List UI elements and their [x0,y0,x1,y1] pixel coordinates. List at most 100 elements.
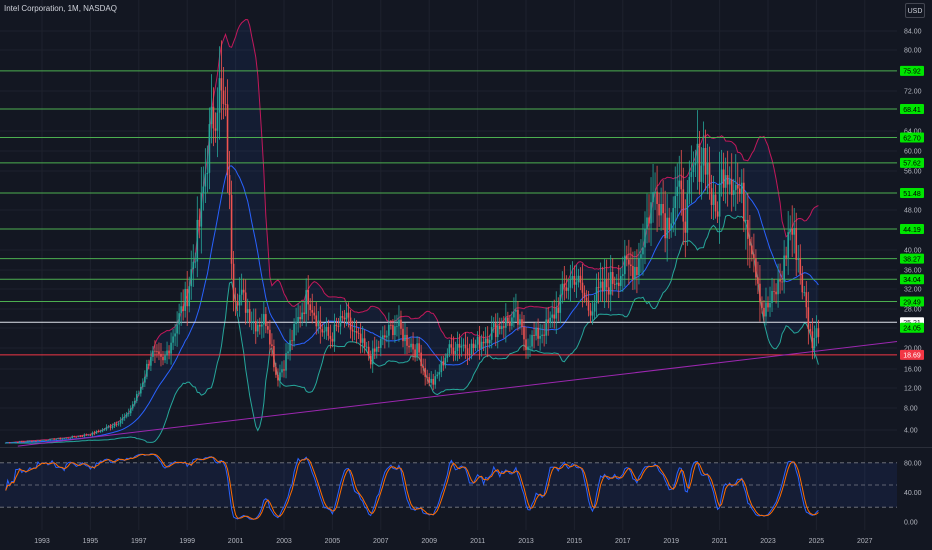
candle [396,314,398,337]
candle [501,317,503,335]
price-tick-label: 48.00 [904,208,922,215]
candle [597,272,600,304]
candle-body [190,269,193,287]
candle-body [488,339,491,344]
candle [333,313,336,352]
candle [480,334,483,357]
price-tick-label: 64.00 [904,129,922,136]
candle-body [785,255,787,258]
candle-body [12,442,15,444]
candle [97,429,100,433]
candle-body [531,334,533,347]
candle [115,421,118,427]
candle [406,326,408,355]
candle-body [680,180,683,190]
candle [537,318,539,346]
candle [327,319,330,341]
candle [654,172,656,210]
candle [49,438,51,441]
candle-body [517,309,519,325]
candle-body [283,369,285,371]
candle [811,318,814,360]
candle [456,331,459,362]
candle [565,275,568,299]
candle-body [652,192,654,203]
candle [523,315,525,351]
candle-body [615,282,618,285]
candle [809,323,812,335]
candle [628,239,630,285]
candle-body [170,342,172,354]
candle-body [228,175,231,196]
candle-body [263,314,265,325]
candle [759,265,761,322]
candle-body [101,429,104,432]
candle-body [317,320,320,327]
candle [732,178,735,207]
candle-body [214,128,217,131]
candle-body [256,324,259,332]
candle [603,259,606,309]
candle [761,296,763,314]
candle-body [412,343,414,350]
candle-body [593,303,596,312]
candle-body [236,302,239,306]
candle [795,212,798,277]
last-close-tag: 24.05 [900,322,924,333]
candle [745,193,747,250]
candle [466,336,469,366]
candle [630,247,632,277]
candle-body [107,426,110,428]
candle-body [135,393,138,401]
candle-body [156,351,158,353]
candle-body [394,326,396,336]
candle [458,333,461,359]
candle-body [716,211,719,217]
candle-body [640,254,642,259]
candle [418,336,420,360]
candle [436,371,439,379]
support-trendline[interactable] [17,341,898,447]
candle-body [188,286,191,307]
time-tick-label: 1995 [83,538,99,545]
candle [450,334,453,354]
candle [605,259,608,303]
candle-body [273,346,275,368]
candle-body [23,441,25,443]
candle [198,208,201,239]
candle-body [333,324,336,342]
candle [444,353,447,369]
candle-body [206,172,209,175]
candle-body [17,442,19,443]
candle [448,339,451,357]
candle [452,336,455,362]
level-tag-bg [900,224,924,235]
candle [496,312,499,349]
candle-body [692,165,695,173]
candle-body [77,436,80,437]
candle-body [404,334,406,342]
candle-body [428,377,430,383]
candle-body [375,346,378,352]
candle [69,437,72,439]
level-tag: 29.49 [900,296,924,307]
level-tag-text: 38.27 [903,256,921,263]
candle-body [414,349,416,357]
candle [666,194,668,262]
candle [158,342,160,361]
candle [208,107,211,190]
candle-body [89,434,92,436]
candle-body [97,431,100,433]
candle-body [285,353,287,371]
candle-body [367,346,370,356]
candle-body [581,282,584,293]
candle-body [25,441,27,443]
level-tag-text: 51.48 [903,191,921,198]
candle [168,345,170,360]
candle-body [265,314,267,327]
time-tick-label: 2017 [615,538,631,545]
candle-body [698,143,701,182]
currency-button[interactable]: USD [905,3,925,18]
candle [680,149,683,216]
